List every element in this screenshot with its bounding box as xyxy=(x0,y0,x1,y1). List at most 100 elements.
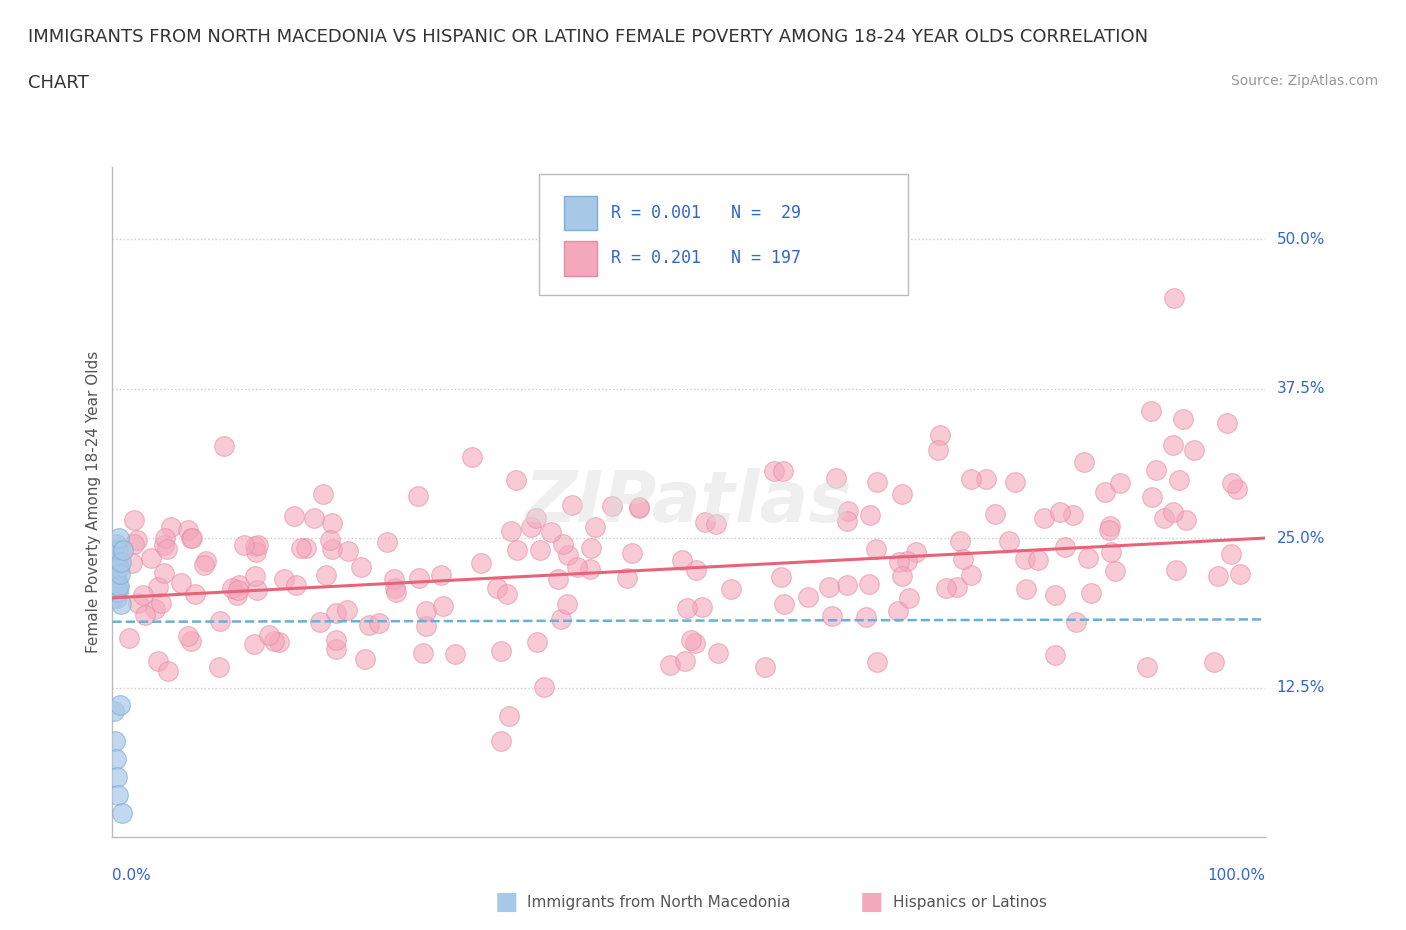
Point xyxy=(627,500,650,515)
Point xyxy=(935,581,957,596)
Point xyxy=(195,553,218,568)
Point xyxy=(676,601,699,616)
Point xyxy=(170,575,193,590)
Point xyxy=(927,443,949,458)
Text: R = 0.001   N =  29: R = 0.001 N = 29 xyxy=(610,204,800,222)
Point xyxy=(533,680,555,695)
Point xyxy=(835,514,858,529)
Point xyxy=(949,534,972,549)
Point xyxy=(754,659,776,674)
Point xyxy=(156,664,179,679)
Point xyxy=(105,751,128,766)
Point xyxy=(357,618,380,633)
Text: CHART: CHART xyxy=(28,74,89,92)
Point xyxy=(1216,416,1239,431)
Point xyxy=(104,584,127,599)
Point xyxy=(336,544,359,559)
Point xyxy=(1108,475,1130,490)
Point xyxy=(1146,462,1168,477)
Point xyxy=(156,541,179,556)
Point xyxy=(526,635,548,650)
Point xyxy=(325,632,347,647)
Point xyxy=(897,591,920,605)
Point xyxy=(159,520,181,535)
Point xyxy=(770,569,793,584)
Point xyxy=(105,554,128,569)
Point xyxy=(1104,564,1126,578)
Point xyxy=(295,541,318,556)
Point xyxy=(1202,655,1225,670)
Point xyxy=(285,578,308,592)
Point xyxy=(105,573,128,588)
Point xyxy=(385,584,408,599)
Point xyxy=(529,543,551,558)
Point xyxy=(1062,508,1084,523)
Point xyxy=(555,596,578,611)
Point xyxy=(290,540,312,555)
Point xyxy=(1043,648,1066,663)
Point xyxy=(153,565,176,580)
Point xyxy=(412,646,434,661)
Point xyxy=(283,509,305,524)
Point xyxy=(865,474,887,489)
Point xyxy=(773,596,796,611)
Point xyxy=(108,566,131,581)
Point xyxy=(225,587,247,602)
Point xyxy=(520,520,543,535)
Point xyxy=(974,472,997,486)
Point xyxy=(704,516,727,531)
Point xyxy=(108,531,131,546)
Point xyxy=(104,537,127,551)
Point xyxy=(1163,291,1185,306)
Point xyxy=(1064,615,1087,630)
Point xyxy=(818,579,841,594)
Point xyxy=(315,567,337,582)
Point xyxy=(583,519,606,534)
Point xyxy=(226,582,249,597)
Point xyxy=(547,571,569,586)
Point xyxy=(499,524,522,538)
Point xyxy=(177,629,200,644)
Point xyxy=(325,642,347,657)
Point xyxy=(257,628,280,643)
Point xyxy=(866,655,889,670)
Point xyxy=(946,579,969,594)
Point xyxy=(1077,551,1099,565)
Point xyxy=(122,512,145,527)
Point xyxy=(108,561,131,576)
Point xyxy=(496,587,519,602)
Point xyxy=(1168,473,1191,488)
Point xyxy=(763,464,786,479)
Point xyxy=(896,553,918,568)
Text: ■: ■ xyxy=(860,890,883,914)
Point xyxy=(1153,511,1175,525)
Point xyxy=(108,578,131,593)
Point xyxy=(148,579,170,594)
Point xyxy=(579,561,602,576)
Point xyxy=(658,658,681,672)
Point xyxy=(797,590,820,604)
Point xyxy=(890,568,912,583)
Point xyxy=(121,556,143,571)
Point xyxy=(1032,511,1054,525)
Point xyxy=(384,581,406,596)
Point xyxy=(177,523,200,538)
Point xyxy=(1140,404,1163,418)
Point xyxy=(1173,411,1195,426)
Point xyxy=(148,654,170,669)
Point xyxy=(104,578,127,593)
Point xyxy=(242,636,264,651)
Point xyxy=(180,634,202,649)
Point xyxy=(408,571,430,586)
FancyBboxPatch shape xyxy=(564,241,596,276)
Point xyxy=(127,596,149,611)
Point xyxy=(406,489,429,504)
Point xyxy=(367,616,389,631)
Point xyxy=(1229,567,1251,582)
Point xyxy=(429,568,451,583)
Point xyxy=(821,608,844,623)
Point xyxy=(104,554,127,569)
Point xyxy=(524,511,547,525)
Text: 50.0%: 50.0% xyxy=(1277,232,1324,246)
Point xyxy=(108,698,131,713)
